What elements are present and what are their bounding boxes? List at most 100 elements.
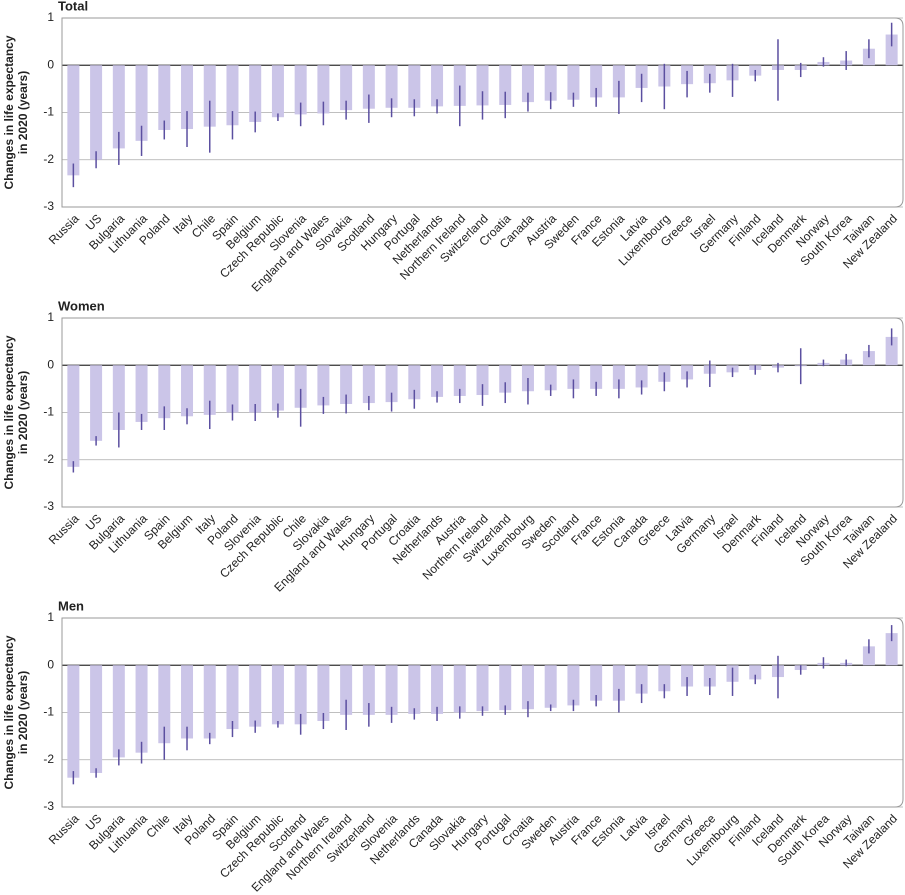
bar <box>226 665 239 730</box>
bar <box>385 665 398 715</box>
bar <box>408 65 421 108</box>
bar <box>271 65 284 118</box>
bar <box>112 665 125 758</box>
y-tick-label: -1 <box>43 705 54 719</box>
y-tick-label: -1 <box>43 105 54 119</box>
bar <box>249 665 262 727</box>
bar <box>90 65 103 160</box>
bar <box>453 365 466 396</box>
bar <box>635 665 648 694</box>
plot-frame <box>61 17 904 208</box>
x-tick-label: Chile <box>143 811 172 840</box>
y-tick-label: -2 <box>43 152 54 166</box>
bar <box>544 365 557 391</box>
bar <box>226 365 239 413</box>
bar <box>590 65 603 98</box>
bar <box>431 365 444 397</box>
y-tick-label: 1 <box>47 310 54 324</box>
bar <box>567 665 580 706</box>
plot-frame <box>61 317 904 508</box>
bar <box>67 365 80 467</box>
bar <box>317 665 330 722</box>
bar <box>203 365 216 415</box>
y-tick-label: -3 <box>43 799 54 813</box>
panel-title: Women <box>58 298 105 313</box>
bar <box>181 365 194 417</box>
bar <box>90 665 103 773</box>
y-axis-label-line: Changes in life expectancy <box>2 635 16 789</box>
bar <box>340 65 353 111</box>
x-tick-label: Russia <box>46 211 82 247</box>
bar <box>567 65 580 100</box>
bar <box>703 665 716 687</box>
bar <box>362 665 375 715</box>
panel-title: Total <box>58 0 88 13</box>
bar <box>385 65 398 108</box>
bar <box>112 365 125 430</box>
y-axis-label: Changes in life expectancyin 2020 (years… <box>2 635 30 789</box>
bar <box>362 365 375 404</box>
bar <box>612 665 625 701</box>
bar <box>476 65 489 106</box>
y-tick-label: 0 <box>47 57 54 71</box>
bar <box>226 65 239 126</box>
plot-frame <box>61 617 904 808</box>
bar <box>476 365 489 396</box>
y-tick-label: 0 <box>47 657 54 671</box>
bar <box>181 65 194 130</box>
bar <box>294 665 307 725</box>
bar <box>135 365 148 422</box>
bar <box>408 665 421 714</box>
bar <box>453 665 466 713</box>
y-axis-label: Changes in life expectancyin 2020 (years… <box>2 35 30 189</box>
bar <box>431 665 444 714</box>
bar <box>658 665 671 692</box>
y-tick-label: 1 <box>47 610 54 624</box>
bar <box>271 365 284 411</box>
y-axis-label-line: in 2020 (years) <box>16 671 30 754</box>
bar <box>249 65 262 122</box>
y-axis-label: Changes in life expectancyin 2020 (years… <box>2 335 30 489</box>
bar <box>158 365 171 419</box>
bar <box>203 65 216 127</box>
bar <box>385 365 398 403</box>
bar <box>317 365 330 406</box>
bar <box>521 65 534 103</box>
bar <box>135 65 148 141</box>
y-axis-label-line: in 2020 (years) <box>16 371 30 454</box>
bar <box>567 365 580 389</box>
bar <box>476 665 489 712</box>
bar <box>499 65 512 105</box>
bar <box>340 365 353 404</box>
bar <box>90 365 103 441</box>
bar <box>294 365 307 408</box>
bar <box>294 65 307 115</box>
bar <box>203 665 216 739</box>
bar <box>158 65 171 130</box>
bar <box>340 665 353 715</box>
bar <box>499 665 512 711</box>
bar <box>112 65 125 149</box>
y-axis-label-line: Changes in life expectancy <box>2 335 16 489</box>
bar <box>67 665 80 778</box>
bar <box>590 365 603 389</box>
bar <box>67 65 80 176</box>
y-tick-label: -3 <box>43 199 54 213</box>
bar <box>635 365 648 388</box>
x-tick-label: Russia <box>46 511 82 547</box>
bar <box>249 365 262 413</box>
bar <box>521 665 534 710</box>
y-tick-label: 1 <box>47 10 54 24</box>
bar <box>408 365 421 400</box>
bar <box>590 665 603 701</box>
bar <box>885 633 898 666</box>
bar <box>158 665 171 744</box>
y-axis-label-line: in 2020 (years) <box>16 71 30 154</box>
bar <box>749 665 762 680</box>
bar <box>862 351 875 366</box>
bar <box>317 65 330 114</box>
bar <box>181 665 194 739</box>
bar <box>885 336 898 366</box>
